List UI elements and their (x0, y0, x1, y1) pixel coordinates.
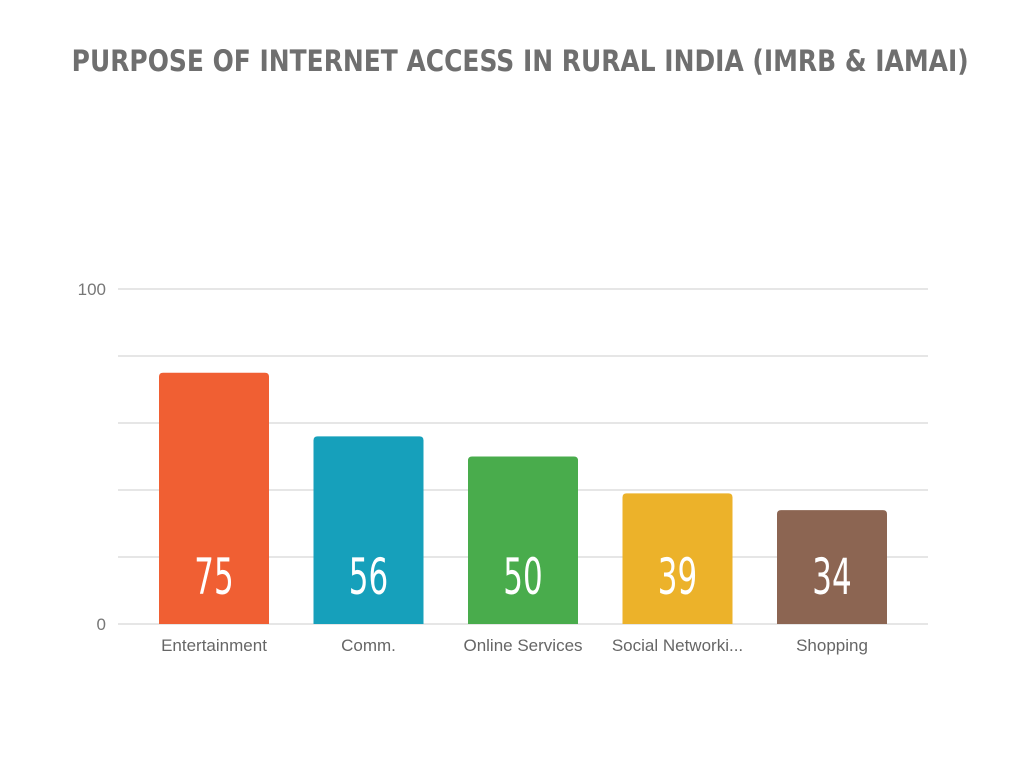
x-category-label: Comm. (341, 636, 396, 655)
y-tick-label: 100 (78, 280, 106, 299)
bar (622, 493, 733, 624)
bar (468, 456, 578, 624)
x-category-label: Online Services (463, 636, 582, 655)
chart-title: PURPOSE OF INTERNET ACCESS IN RURAL INDI… (71, 44, 969, 78)
bar-value-label: 50 (503, 547, 542, 606)
x-category-label: Shopping (796, 636, 868, 655)
x-axis-labels: Entertainment Comm. Online Services Social … (161, 636, 868, 655)
bar-value-label: 75 (194, 547, 233, 606)
bar-value-label: 39 (658, 547, 697, 606)
x-category-label: Entertainment (161, 636, 267, 655)
bar-value-label: 34 (812, 547, 851, 606)
bar (313, 436, 424, 624)
y-axis-ticks: 100 0 (78, 280, 106, 634)
bar (777, 510, 887, 624)
bars: 75 56 50 39 34 (159, 372, 887, 624)
bar-value-label: 56 (349, 547, 388, 606)
bar (159, 372, 269, 624)
y-tick-label: 0 (97, 615, 106, 634)
x-category-label: Social Networki... (612, 636, 743, 655)
